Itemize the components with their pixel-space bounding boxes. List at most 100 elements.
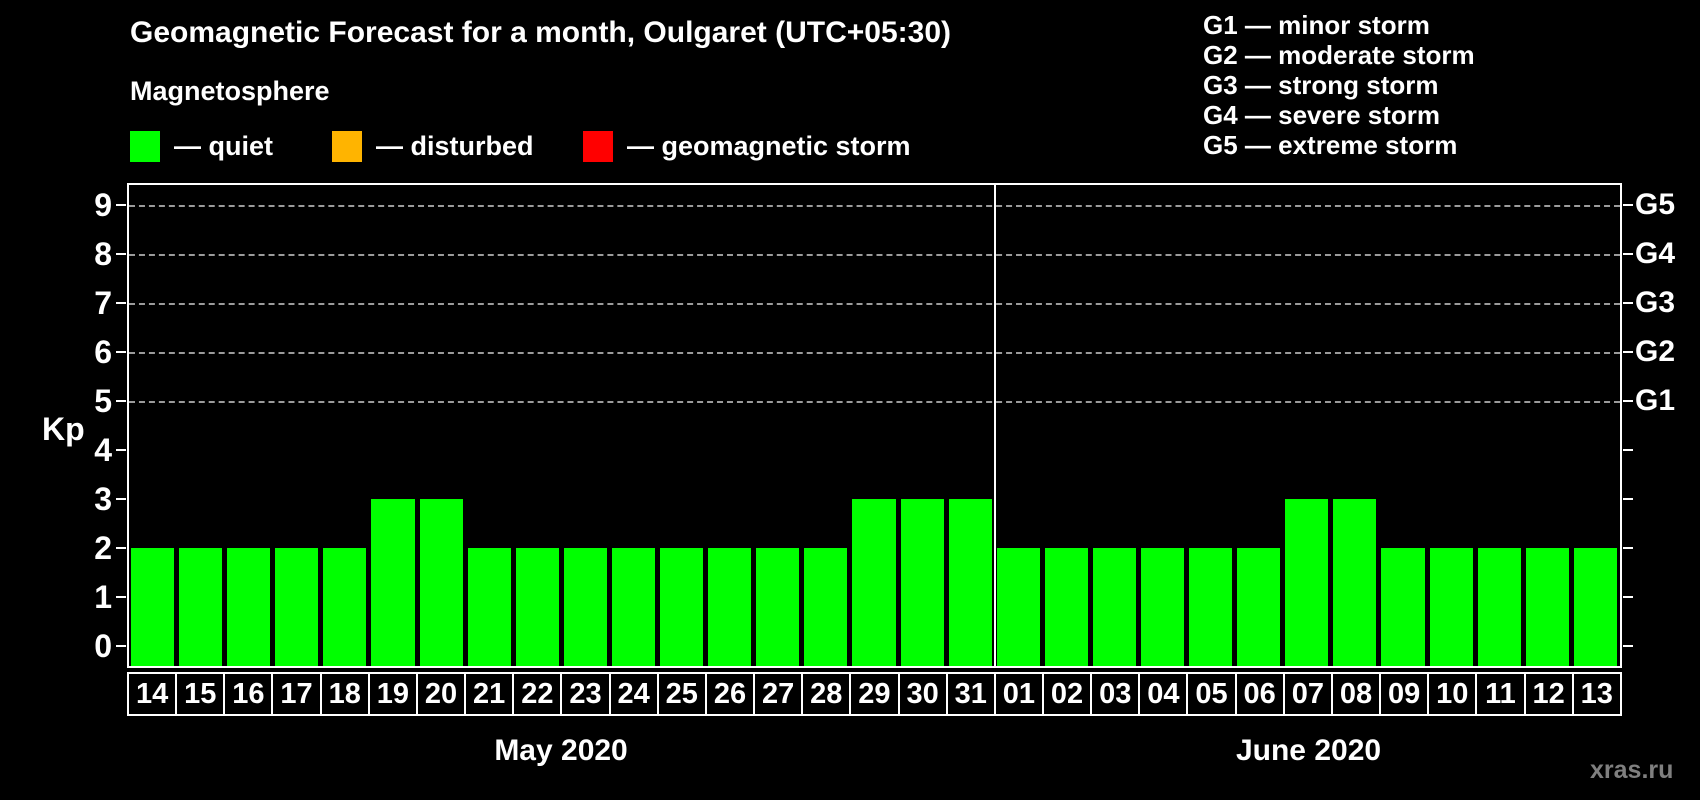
- day-label-cell: 20: [415, 672, 467, 716]
- day-label-cell: 06: [1234, 672, 1285, 716]
- day-label-cell: 02: [1041, 672, 1093, 716]
- day-column-may-23: [562, 185, 610, 666]
- plot-area: 0 1 2 3 4 5 6 7 8 9 G1 G2 G3 G4 G5: [94, 183, 1675, 668]
- g-axis-label-g2: G2: [1635, 334, 1676, 368]
- g-axis-label-g4: G4: [1635, 236, 1676, 270]
- axis-tick-right: [1623, 203, 1633, 206]
- g3-legend-line: G3 — strong storm: [1203, 70, 1439, 100]
- legend-item-geomagnetic-storm: — geomagnetic storm: [583, 131, 911, 162]
- day-label-cell: 03: [1090, 672, 1141, 716]
- legend-label: — disturbed: [376, 131, 534, 161]
- day-column-june-09: [1379, 185, 1427, 666]
- day-column-june-06: [1235, 185, 1283, 666]
- day-column-june-02: [1043, 185, 1091, 666]
- day-column-june-12: [1524, 185, 1572, 666]
- kp-bar: [563, 548, 607, 666]
- kp-bar: [756, 548, 800, 666]
- kp-bar: [1525, 548, 1569, 666]
- g5-legend-line: G5 — extreme storm: [1203, 130, 1458, 160]
- y-tick-label: 5: [94, 382, 112, 419]
- axis-tick-left: [116, 498, 126, 501]
- day-column-june-11: [1476, 185, 1524, 666]
- gridline-kp7: [129, 302, 1620, 305]
- axis-tick-right: [1623, 252, 1633, 255]
- day-label-cell: 01: [993, 672, 1044, 716]
- axis-tick-left: [116, 449, 126, 452]
- day-label-cell: 22: [512, 672, 563, 716]
- kp-bar: [467, 548, 511, 666]
- g1-legend-line: G1 — minor storm: [1203, 10, 1430, 40]
- day-label-cell: 27: [753, 672, 804, 716]
- day-column-may-16: [225, 185, 273, 666]
- kp-bar: [996, 548, 1040, 666]
- kp-bar: [900, 499, 944, 666]
- kp-bar: [275, 548, 319, 666]
- month-label-may: May 2020: [494, 734, 628, 767]
- day-label-cell: 14: [127, 672, 178, 716]
- day-label-cell: 04: [1138, 672, 1189, 716]
- day-label-cell: 08: [1330, 672, 1382, 716]
- kp-bar: [1189, 548, 1233, 666]
- storm-color-swatch: [583, 131, 613, 162]
- y-tick-label: 0: [94, 628, 112, 665]
- y-tick-label: 7: [94, 284, 112, 321]
- legend-item-disturbed: — disturbed: [332, 131, 534, 162]
- xras-watermark: xras.ru: [1590, 756, 1674, 784]
- day-column-may-31: [947, 185, 995, 666]
- g-axis-label-g1: G1: [1635, 383, 1676, 417]
- kp-bar: [708, 548, 752, 666]
- day-column-may-22: [514, 185, 562, 666]
- day-label-cell: 12: [1523, 672, 1574, 716]
- day-column-june-03: [1091, 185, 1139, 666]
- kp-bar: [1092, 548, 1136, 666]
- kp-bar: [515, 548, 559, 666]
- axis-tick-right: [1623, 449, 1633, 452]
- kp-bar: [1429, 548, 1473, 666]
- day-label-cell: 05: [1186, 672, 1237, 716]
- day-label-cell: 29: [849, 672, 900, 716]
- axis-tick-left: [116, 203, 126, 206]
- day-label-cell: 09: [1379, 672, 1430, 716]
- kp-bar: [131, 548, 175, 666]
- y-axis-title: Kp: [42, 411, 85, 447]
- kp-bar: [1140, 548, 1185, 666]
- axis-tick-left: [116, 350, 126, 353]
- kp-bar: [660, 548, 704, 666]
- day-label-cell: 31: [945, 672, 996, 716]
- legend-item-quiet: — quiet: [130, 131, 273, 162]
- g-scale-legend: G1 — minor storm G2 — moderate storm G3 …: [1203, 10, 1475, 160]
- day-label-cell: 19: [367, 672, 418, 716]
- day-column-june-08: [1331, 185, 1379, 666]
- day-column-may-28: [802, 185, 850, 666]
- axis-tick-left: [116, 547, 126, 550]
- kp-bar: [1573, 548, 1617, 666]
- gridline-kp8: [129, 253, 1620, 256]
- kp-bar: [1285, 499, 1329, 666]
- kp-bar: [852, 499, 896, 666]
- axis-tick-right: [1623, 645, 1633, 648]
- day-label-cell: 11: [1475, 672, 1526, 716]
- kp-bar: [419, 499, 463, 666]
- axis-tick-right: [1623, 399, 1633, 402]
- kp-bar: [611, 548, 656, 666]
- g-axis-label-g3: G3: [1635, 285, 1676, 319]
- day-column-june-10: [1428, 185, 1476, 666]
- day-column-may-27: [754, 185, 802, 666]
- magnetosphere-subtitle: Magnetosphere: [130, 76, 330, 106]
- day-column-june-05: [1187, 185, 1235, 666]
- kp-bar: [1333, 499, 1377, 666]
- y-tick-label: 6: [94, 333, 112, 370]
- day-column-may-25: [658, 185, 706, 666]
- day-label-cell: 25: [656, 672, 707, 716]
- day-label-cell: 07: [1282, 672, 1333, 716]
- day-label-cell: 15: [175, 672, 226, 716]
- axis-tick-left: [116, 301, 126, 304]
- kp-bar: [948, 499, 992, 666]
- axis-tick-right: [1623, 596, 1633, 599]
- y-tick-label: 9: [94, 186, 112, 223]
- quiet-color-swatch: [130, 131, 160, 162]
- kp-bar: [323, 548, 367, 666]
- axis-tick-left: [116, 645, 126, 648]
- day-label-cell: 26: [704, 672, 756, 716]
- day-label-cell: 10: [1427, 672, 1478, 716]
